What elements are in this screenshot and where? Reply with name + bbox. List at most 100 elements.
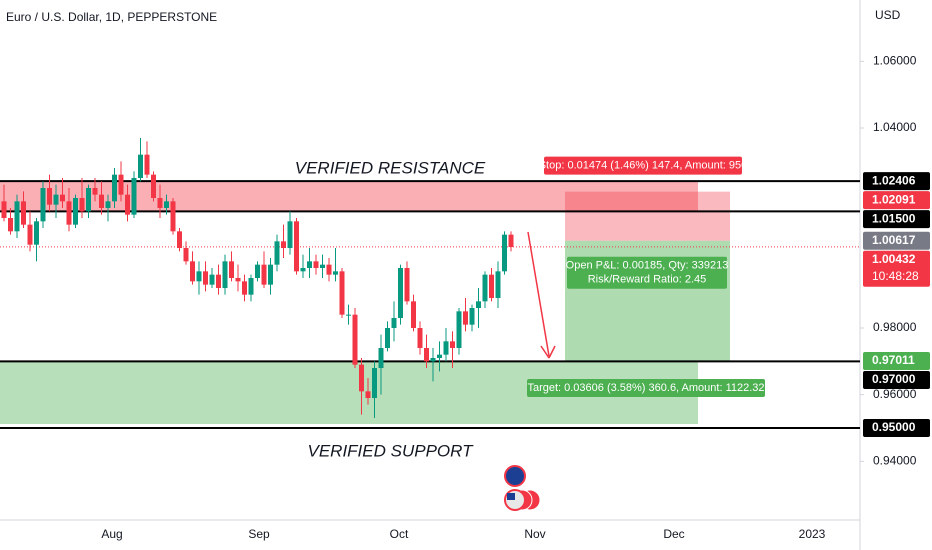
stop-label-box [544, 156, 742, 175]
candle-body [274, 241, 280, 265]
target-label-box [527, 378, 765, 397]
candle-body [216, 274, 221, 288]
level-tag [863, 419, 930, 437]
zone-title: VERIFIED SUPPORT [308, 441, 475, 460]
candle-body [105, 201, 111, 208]
candle-body [268, 264, 273, 285]
candle-body [326, 264, 332, 275]
y-tick-label: 0.98000 [873, 320, 917, 334]
candle-body [164, 201, 169, 208]
candle-body [476, 301, 481, 308]
candle-body [339, 271, 345, 315]
arrow-head [540, 345, 556, 359]
candle-body [430, 358, 436, 362]
candle-body [411, 301, 416, 328]
target-label: Target: 0.03606 (3.58%) 360.6, Amount: 1… [527, 382, 764, 394]
candle-body [170, 201, 176, 232]
candle-body [177, 231, 182, 248]
level-tag [863, 191, 930, 210]
candle-body [300, 268, 306, 272]
level-tag-text: 1.00617 [872, 233, 916, 247]
candle-body [463, 311, 468, 325]
candle-body [138, 154, 143, 178]
candle-body [222, 261, 228, 288]
level-tag [863, 351, 930, 370]
x-tick-label: Aug [101, 527, 122, 541]
stop-label: Stop: 0.01474 (1.46%) 147.4, Amount: 950 [539, 160, 748, 172]
candle-body [47, 188, 52, 205]
level-tag-text: 1.02406 [872, 173, 916, 187]
candle-body [112, 174, 117, 202]
level-tag-text: 0.97000 [872, 372, 916, 386]
x-tick-label: Oct [390, 527, 409, 541]
candle-body [255, 264, 260, 278]
level-tag [863, 370, 930, 389]
stop-box [565, 191, 730, 241]
candle-body [294, 221, 299, 272]
candle-body [14, 201, 20, 232]
chart-title: Euro / U.S. Dollar, 1D, PEPPERSTONE [6, 10, 217, 24]
candle-body [131, 178, 137, 215]
zone-title: VERIFIED RESISTANCE [295, 159, 486, 178]
candle-body [287, 221, 293, 248]
candle-body [40, 188, 46, 222]
pnl-label-box [567, 256, 727, 289]
flag-icons [504, 465, 541, 511]
candle-body [333, 271, 338, 275]
candle-body [404, 268, 410, 302]
current-price-tag [863, 250, 930, 287]
candle-body [391, 318, 397, 328]
candle-body [437, 354, 442, 358]
candle-body [53, 194, 59, 205]
candle-body [183, 248, 189, 262]
candle-body [495, 271, 501, 298]
level-tag [863, 210, 930, 229]
candle-body [378, 348, 384, 368]
candle-body [359, 364, 364, 392]
candle-body [320, 264, 325, 268]
candle-body [482, 274, 488, 302]
candle-body [66, 201, 72, 225]
current-price-tag-countdown: 10:48:28 [872, 269, 919, 283]
candle-body [489, 274, 494, 298]
candle-body [125, 194, 130, 215]
candle-body [27, 224, 33, 245]
pnl-label: Open P&L: 0.00185, Qty: 339213 [566, 260, 729, 272]
candle-body [469, 308, 475, 325]
candle-body [443, 341, 449, 355]
candle-body [1, 201, 7, 218]
candle-body [99, 194, 104, 208]
candle-body [229, 261, 234, 278]
candle-body [86, 188, 91, 212]
candle-body [73, 198, 78, 225]
level-tag-text: 0.97011 [872, 353, 915, 367]
candle-body [261, 264, 267, 285]
candle-body [346, 314, 351, 316]
x-tick-label: Sep [248, 527, 270, 541]
current-price-tag-text: 1.00432 [872, 252, 916, 266]
candle-body [385, 328, 390, 348]
candle-body [79, 198, 85, 212]
candle-body [242, 281, 247, 295]
axis-currency: USD [875, 8, 901, 22]
candle-body [60, 194, 65, 202]
x-tick-label: 2023 [799, 527, 826, 541]
x-tick-label: Dec [663, 527, 684, 541]
y-tick-label: 0.96000 [873, 387, 917, 401]
arrow [527, 231, 550, 357]
candle-body [508, 234, 514, 247]
candle-body [209, 274, 215, 285]
candle-body [196, 271, 202, 282]
level-tag [863, 231, 930, 250]
y-tick-label: 1.06000 [873, 54, 917, 68]
candle-body [118, 174, 124, 195]
candle-body [372, 368, 377, 398]
candle-body [307, 261, 312, 268]
candle-body [424, 348, 429, 362]
level-tag-text: 1.01500 [872, 211, 916, 225]
candle-body [190, 261, 195, 282]
y-tick-label: 1.04000 [873, 120, 917, 134]
candle-body [398, 268, 403, 318]
